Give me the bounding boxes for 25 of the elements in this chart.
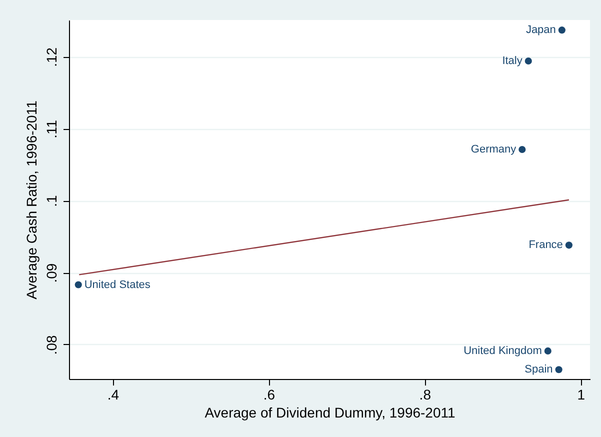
point <box>544 347 552 354</box>
y-tick-label: .11 <box>44 120 60 138</box>
x-tick-label: 1 <box>577 386 586 402</box>
y-tick-label: .1 <box>44 195 60 207</box>
x-tick-label: .8 <box>419 386 432 402</box>
point <box>555 366 562 374</box>
annotation: Germany <box>470 144 517 156</box>
x-axis-title: Average of Dividend Dummy, 1996-2011 <box>204 404 456 420</box>
point <box>74 281 82 288</box>
x-tick-label: .6 <box>263 386 276 402</box>
annotation: Spain <box>524 364 553 376</box>
annotation: United Kingdom <box>464 344 542 357</box>
annotation: France <box>528 239 563 252</box>
annotation: Italy <box>502 55 523 68</box>
y-tick-label: .09 <box>44 263 60 283</box>
point <box>524 57 532 65</box>
x-tick-label: .4 <box>107 386 120 402</box>
point <box>565 242 572 249</box>
annotation: United States <box>84 278 151 291</box>
point <box>518 146 526 154</box>
y-axis-title: Average Cash Ratio, 1996-2011 <box>24 100 40 300</box>
point <box>558 26 566 34</box>
y-tick-label: .12 <box>44 47 60 67</box>
annotation: Japan <box>526 24 556 36</box>
y-tick-label: .08 <box>44 335 60 355</box>
